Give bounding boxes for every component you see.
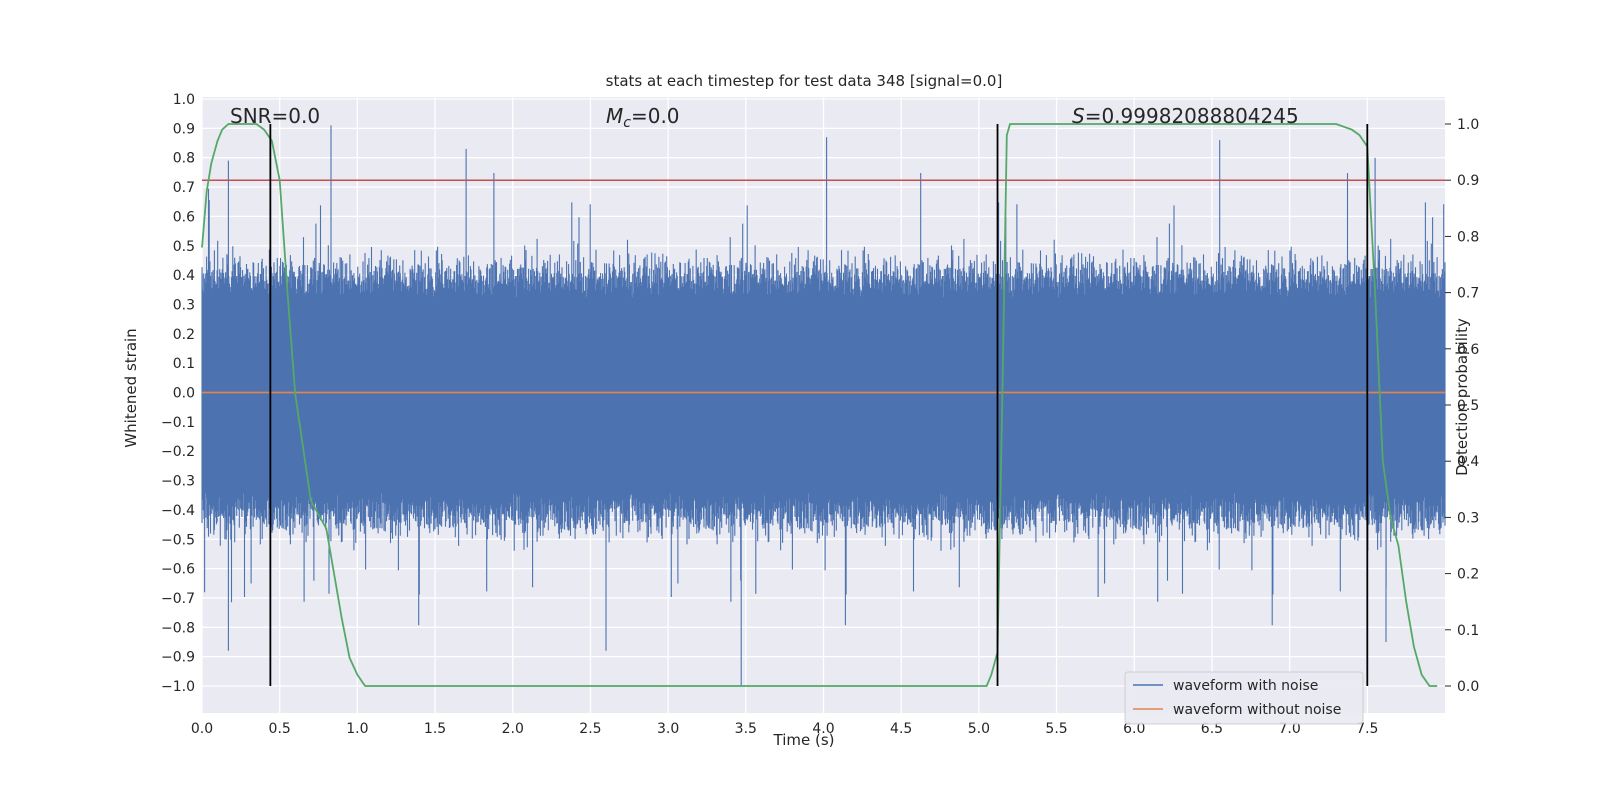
x-axis: 0.0 0.5 1.0 1.5 2.0 2.5 3.0 3.5 4.0 4.5 5.0 5.5 6.0 6… [191,721,1379,737]
x-tick-label: 0.5 [269,721,291,737]
y-tick-label: 0.4 [173,268,195,284]
x-tick-label: 7.0 [1278,721,1300,737]
snr-annotation: SNR=0.0 [230,104,320,128]
y-axis-label: Whitened strain [122,328,140,447]
x-tick-label: 5.5 [1045,721,1067,737]
mc-symbol: M [606,104,623,128]
y2-axis-label: Detection probability [1453,318,1471,476]
x-tick-label: 6.0 [1123,721,1145,737]
y2-tick-label: 0.3 [1457,510,1479,526]
y-axis-right: 1.0 0.9 0.8 0.7 0.6 0.5 0.4 0.3 0.2 0.1 0.0 [1445,117,1479,695]
y2-tick-label: 0.7 [1457,286,1479,302]
y2-tick-label: 0.1 [1457,623,1479,639]
x-tick-label: 2.5 [579,721,601,737]
vertical-markers [269,124,1369,686]
y-tick-label: 0.8 [173,151,195,167]
y-tick-label: 0.9 [173,121,195,137]
y-tick-label: 0.3 [173,297,195,313]
mc-value: =0.0 [631,104,680,128]
y-tick-label: 1.0 [173,92,195,108]
y2-tick-label: 0.8 [1457,229,1479,245]
s-value: =0.99982088804245 [1085,104,1299,128]
y-tick-label: 0.7 [173,180,195,196]
x-tick-label: 6.5 [1201,721,1223,737]
legend-label-without-noise: waveform without noise [1173,702,1341,718]
x-axis-label: Time (s) [773,731,835,749]
y-tick-label: −0.3 [161,474,195,490]
y-tick-label: 0.6 [173,209,195,225]
y-tick-label: 0.2 [173,327,195,343]
y-tick-label: −0.1 [161,415,195,431]
x-tick-label: 1.0 [346,721,368,737]
y-tick-label: −0.2 [161,444,195,460]
y2-tick-label: 0.5 [1457,398,1479,414]
chart-title: stats at each timestep for test data 348… [606,72,1003,90]
y2-tick-label: 1.0 [1457,117,1479,133]
s-annotation: S=0.99982088804245 [1072,104,1299,128]
y-tick-label: −1.0 [161,679,195,695]
y2-tick-label: 0.2 [1457,567,1479,583]
x-tick-label: 2.0 [502,721,524,737]
y-axis-left: 1.0 0.9 0.8 0.7 0.6 0.5 0.4 0.3 0.2 0.1 0.0 −0.1 −0.… [161,92,195,695]
x-tick-label: 1.5 [424,721,446,737]
x-tick-label: 4.0 [812,721,834,737]
y2-tick-label: 0.4 [1457,454,1479,470]
x-tick-label: 4.5 [890,721,912,737]
y-tick-label: −0.8 [161,620,195,636]
series-detection-probability [201,123,1438,687]
legend: waveform with noise waveform without noi… [1124,671,1364,725]
y2-tick-label: 0.6 [1457,342,1479,358]
mc-annotation: Mc=0.0 [606,104,680,131]
y-tick-label: −0.7 [161,591,195,607]
y-tick-label: −0.9 [161,650,195,666]
y-tick-label: −0.6 [161,562,195,578]
y-tick-label: 0.0 [173,386,195,402]
x-tick-label: 7.5 [1356,721,1378,737]
legend-box [1124,671,1364,725]
y2-tick-label: 0.0 [1457,679,1479,695]
legend-label-with-noise: waveform with noise [1173,678,1318,694]
y-tick-label: 0.5 [173,239,195,255]
y-tick-label: −0.5 [161,532,195,548]
x-tick-label: 0.0 [191,721,213,737]
y2-tick-label: 0.9 [1457,173,1479,189]
x-tick-label: 3.0 [657,721,679,737]
mc-subscript: c [623,115,631,131]
y-tick-label: −0.4 [161,503,195,519]
x-tick-label: 3.5 [735,721,757,737]
y-tick-label: 0.1 [173,356,195,372]
s-symbol: S [1072,104,1085,128]
x-tick-label: 5.0 [968,721,990,737]
